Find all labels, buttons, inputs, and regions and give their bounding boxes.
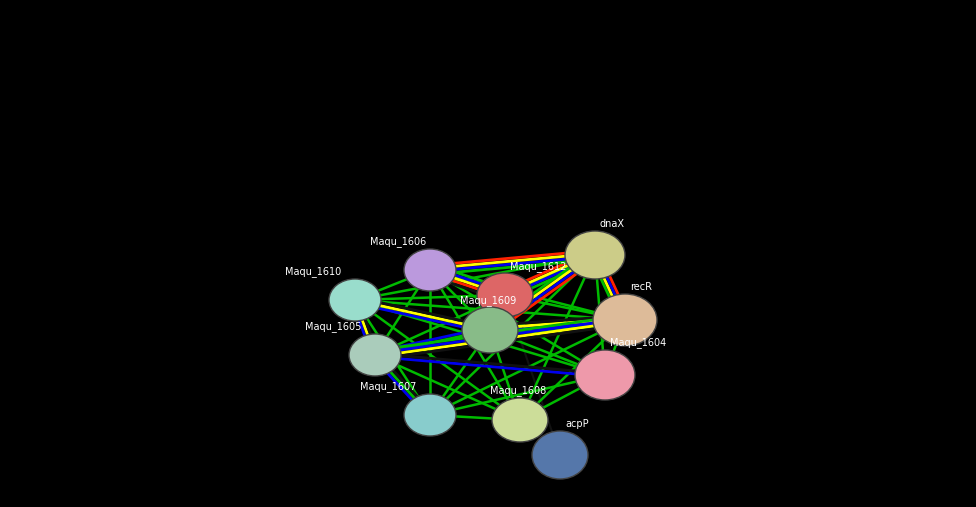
Ellipse shape <box>462 307 518 353</box>
Text: dnaX: dnaX <box>600 219 625 229</box>
Ellipse shape <box>349 334 401 376</box>
Text: acpP: acpP <box>565 419 589 429</box>
Ellipse shape <box>477 273 533 317</box>
Text: Maqu_1612: Maqu_1612 <box>510 261 566 272</box>
Text: Maqu_1609: Maqu_1609 <box>460 295 516 306</box>
Text: Maqu_1608: Maqu_1608 <box>490 385 547 396</box>
Text: Maqu_1610: Maqu_1610 <box>285 266 342 277</box>
Text: recR: recR <box>630 282 652 292</box>
Ellipse shape <box>575 350 635 400</box>
Text: Maqu_1606: Maqu_1606 <box>370 236 427 247</box>
Ellipse shape <box>404 394 456 436</box>
Ellipse shape <box>532 431 588 479</box>
Text: Maqu_1604: Maqu_1604 <box>610 337 667 348</box>
Ellipse shape <box>593 294 657 346</box>
Ellipse shape <box>565 231 625 279</box>
Ellipse shape <box>329 279 381 321</box>
Text: Maqu_1605: Maqu_1605 <box>305 321 361 332</box>
Ellipse shape <box>404 249 456 291</box>
Text: Maqu_1607: Maqu_1607 <box>360 381 417 392</box>
Ellipse shape <box>492 398 548 442</box>
